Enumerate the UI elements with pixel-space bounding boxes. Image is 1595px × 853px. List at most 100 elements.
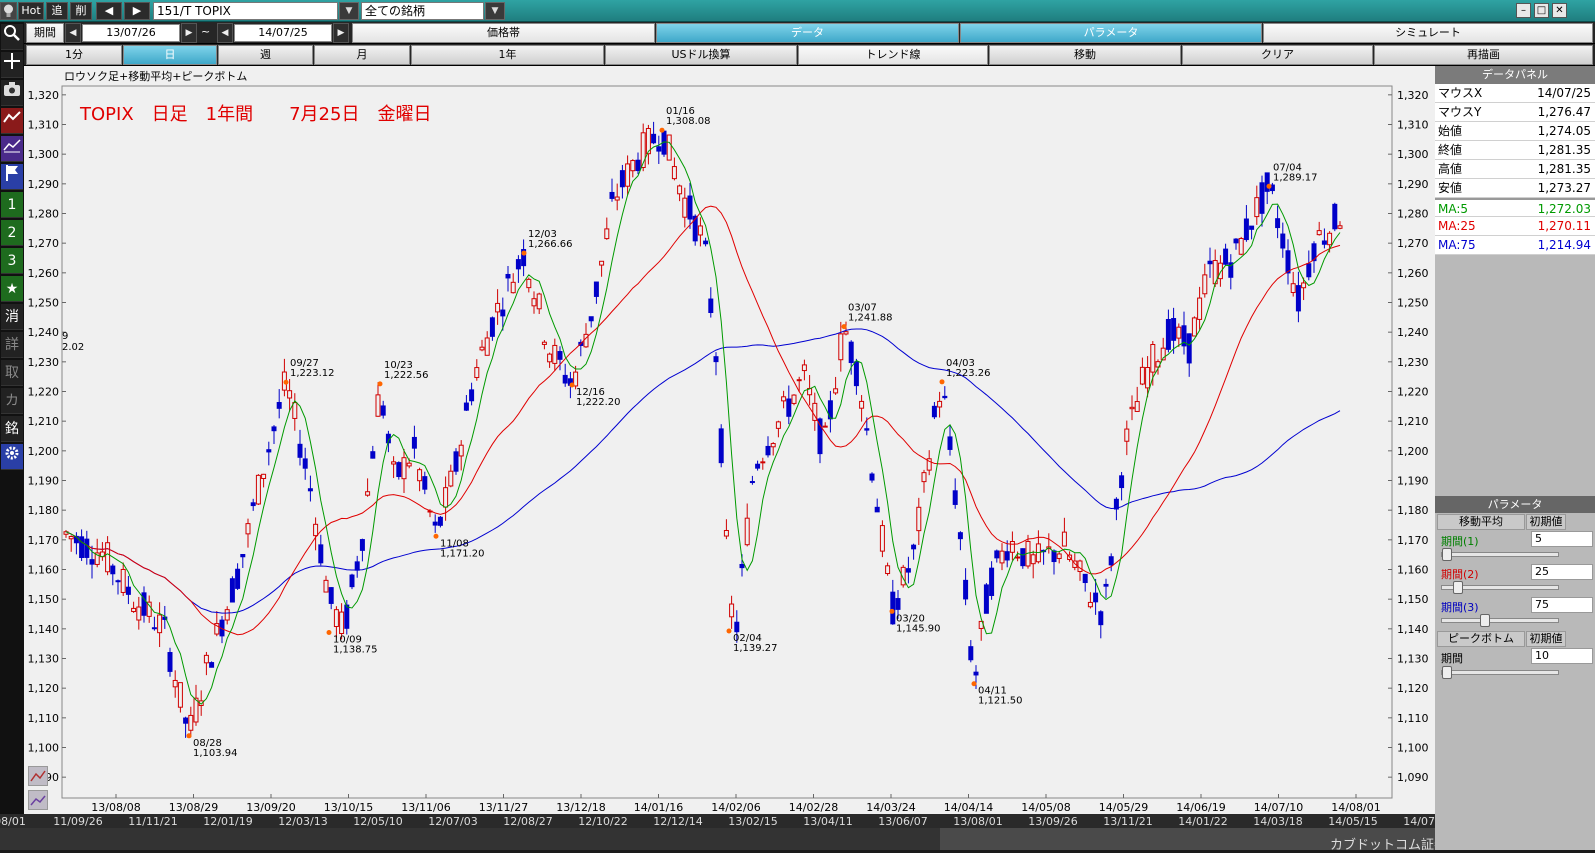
erase-button[interactable]: 消 <box>1 304 23 330</box>
symbol-field[interactable]: 151/T TOPIX <box>153 2 338 20</box>
period2-slider-thumb[interactable] <box>1452 581 1463 594</box>
candle-body <box>1280 233 1286 249</box>
gear-icon[interactable] <box>1 444 23 470</box>
peak-period-slider[interactable] <box>1441 666 1559 679</box>
candle-body <box>708 298 714 314</box>
1year-button[interactable]: 1年 <box>411 45 604 65</box>
y-tick-label: 1,300 <box>28 148 60 161</box>
end-date-prev-button[interactable]: ◀ <box>217 23 233 43</box>
period2-slider[interactable] <box>1441 581 1559 594</box>
peak-value-label: 1,308.08 <box>666 116 711 127</box>
tab-simulate[interactable]: シミュレート <box>1263 23 1593 43</box>
y-tick-label: 1,100 <box>1397 742 1429 755</box>
period1-slider-thumb[interactable] <box>1442 548 1452 561</box>
detail-button[interactable]: 詳 <box>1 332 23 358</box>
candle-body <box>443 487 449 508</box>
overview-axis[interactable]: 08/01 11/09/26 11/11/21 12/01/19 12/03/13 12/… <box>0 814 1453 850</box>
peak-marker <box>841 324 847 330</box>
ma25-line <box>65 205 1341 636</box>
peak-marker <box>971 681 977 687</box>
period1-input[interactable]: 5 <box>1531 531 1593 547</box>
candle-body <box>1254 197 1260 218</box>
preset-3-button[interactable]: 3 <box>1 248 23 274</box>
category-select[interactable]: 全ての銘柄 <box>361 2 484 20</box>
candle-body <box>115 580 121 583</box>
add-button[interactable]: 追 <box>46 2 68 20</box>
minimize-button[interactable]: – <box>1516 3 1531 18</box>
period2-input[interactable]: 25 <box>1531 564 1593 580</box>
flag-icon[interactable] <box>1 164 23 190</box>
candle-body <box>1306 263 1312 278</box>
peak-bottom-reset-button[interactable]: 初期値 <box>1526 631 1566 647</box>
chart-compare-icon[interactable] <box>1 136 23 162</box>
period3-slider-thumb[interactable] <box>1479 614 1490 627</box>
chart-title: TOPIX 日足 1年間 7月25日 金曜日 <box>80 104 432 125</box>
favorite-star-icon[interactable]: ★ <box>1 276 23 302</box>
peak-period-input[interactable]: 10 <box>1531 648 1593 664</box>
candle-body <box>417 469 423 482</box>
symbol-dropdown[interactable]: ▼ <box>339 2 359 20</box>
end-date-field[interactable]: 14/07/25 <box>234 24 332 42</box>
chart-canvas[interactable]: 1,320 1,320 1,310 1,310 1,300 1,300 1,290 1,290… <box>24 66 1435 814</box>
start-date-field[interactable]: 13/07/26 <box>82 24 180 42</box>
daily-button[interactable]: 日 <box>123 45 217 65</box>
candle-body <box>245 523 251 535</box>
camera-icon[interactable] <box>1 80 23 106</box>
candle-body <box>302 458 308 469</box>
candle-body <box>1020 548 1026 567</box>
lightbulb-icon[interactable] <box>0 2 17 20</box>
prev-symbol-button[interactable]: ◀ <box>96 2 122 20</box>
start-date-prev-button[interactable]: ◀ <box>65 23 81 43</box>
hot-button[interactable]: Hot <box>18 2 44 20</box>
period3-slider[interactable] <box>1441 614 1559 627</box>
chart-mode-icon-1[interactable] <box>28 766 48 786</box>
period1-slider[interactable] <box>1441 548 1559 561</box>
candle-body <box>827 400 833 420</box>
katakana-button[interactable]: カ <box>1 388 23 414</box>
clear-button[interactable]: クリア <box>1182 45 1373 65</box>
candle-body <box>635 159 641 172</box>
usd-convert-button[interactable]: USドル換算 <box>605 45 797 65</box>
end-date-next-button[interactable]: ▶ <box>333 23 349 43</box>
ma-reset-button[interactable]: 初期値 <box>1526 514 1566 530</box>
peak-date-label: 01/16 <box>666 106 695 117</box>
close-button[interactable]: ✕ <box>1552 3 1567 18</box>
period3-input[interactable]: 75 <box>1531 597 1593 613</box>
monthly-button[interactable]: 月 <box>314 45 410 65</box>
tab-parameters[interactable]: パラメータ <box>960 23 1262 43</box>
peak-period-slider-thumb[interactable] <box>1442 666 1452 679</box>
tab-data[interactable]: データ <box>656 23 959 43</box>
crosshair-icon[interactable] <box>1 52 23 78</box>
move-button[interactable]: 移動 <box>989 45 1181 65</box>
overview-selection[interactable] <box>940 828 1435 850</box>
delete-button[interactable]: 削 <box>70 2 92 20</box>
data-row-value: 1,270.11 <box>1537 219 1591 233</box>
period3-label: 期間(3) <box>1441 601 1479 614</box>
trendline-button[interactable]: トレンド線 <box>798 45 988 65</box>
candle-body <box>495 302 501 313</box>
price-chart[interactable]: 1,320 1,320 1,310 1,310 1,300 1,300 1,290 1,290… <box>24 66 1435 814</box>
chart-mode-icon-2[interactable] <box>28 790 48 810</box>
candle-body <box>297 443 303 458</box>
1min-button[interactable]: 1分 <box>26 45 122 65</box>
trade-button[interactable]: 取 <box>1 360 23 386</box>
category-dropdown[interactable]: ▼ <box>485 2 505 20</box>
candle-body <box>359 539 365 551</box>
next-symbol-button[interactable]: ▶ <box>124 2 150 20</box>
search-icon[interactable] <box>1 24 23 50</box>
candle-body <box>235 568 241 589</box>
candle-body <box>552 344 558 364</box>
y-tick-label: 1,180 <box>28 504 60 517</box>
maximize-button[interactable]: □ <box>1534 3 1549 18</box>
y-tick-label: 1,310 <box>28 119 60 132</box>
chart-line-icon[interactable] <box>1 108 23 134</box>
start-date-next-button[interactable]: ▶ <box>181 23 197 43</box>
weekly-button[interactable]: 週 <box>218 45 313 65</box>
preset-2-button[interactable]: 2 <box>1 220 23 246</box>
peak-date-label: 02/04 <box>733 633 762 644</box>
redraw-button[interactable]: 再描画 <box>1374 45 1593 65</box>
x-tick-label: 14/01/16 <box>634 801 683 814</box>
tab-price-band[interactable]: 価格帯 <box>352 23 655 43</box>
stock-button[interactable]: 銘 <box>1 416 23 442</box>
preset-1-button[interactable]: 1 <box>1 192 23 218</box>
